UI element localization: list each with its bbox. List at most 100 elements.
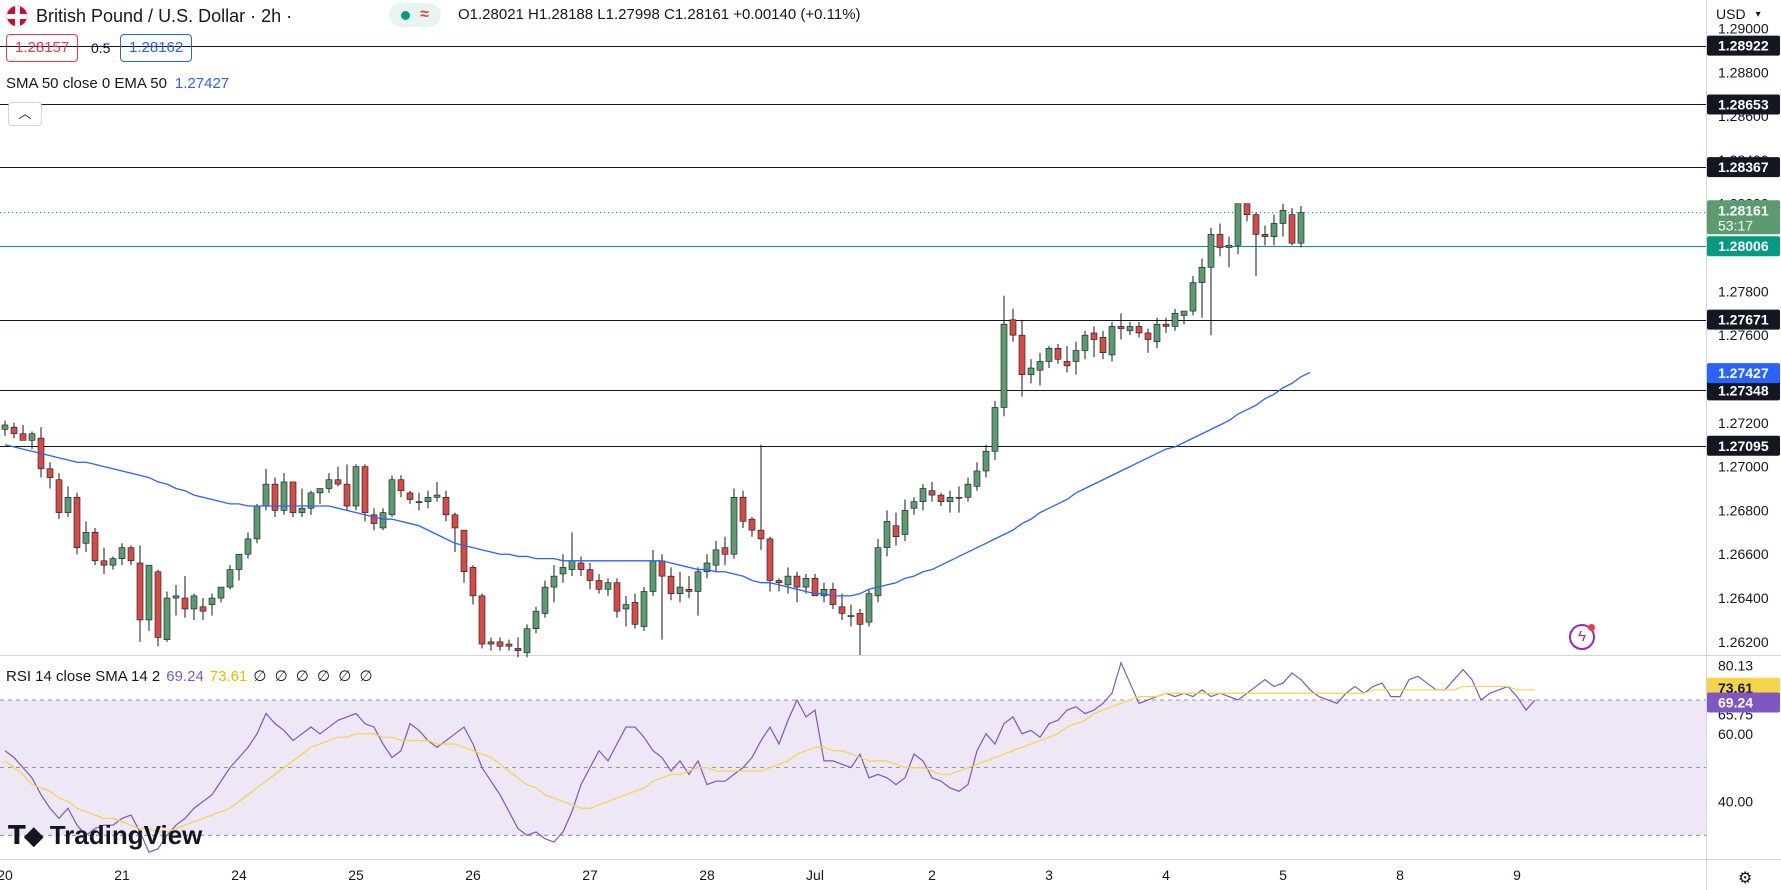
level-price-label: 1.28367: [1718, 159, 1769, 175]
candle-down: [73, 496, 81, 548]
candle-up: [64, 496, 72, 513]
candle-down: [928, 490, 936, 496]
candle-up: [730, 496, 738, 555]
notification-dot: [1588, 624, 1595, 631]
candle-down: [91, 532, 99, 562]
candle-up: [352, 466, 360, 507]
level-price-label: 1.27095: [1718, 438, 1769, 454]
candle-down: [667, 575, 675, 594]
candle-down: [1054, 348, 1062, 360]
sma-legend-value: 1.27427: [174, 75, 230, 92]
candle-up: [676, 586, 684, 594]
candle-up: [388, 479, 396, 516]
candle-up: [1171, 312, 1179, 327]
candle-down: [811, 578, 819, 597]
candle-up: [235, 553, 243, 570]
candle-up: [946, 496, 954, 502]
candle-down: [154, 571, 162, 638]
market-status-pill[interactable]: ≈: [389, 3, 441, 27]
candle-up: [1207, 234, 1215, 268]
candle-down: [361, 466, 369, 513]
price-tick-label: 1.27200: [1718, 415, 1769, 431]
symbol-title[interactable]: British Pound / U.S. Dollar · 2h ·: [6, 5, 292, 27]
candle-up: [1027, 367, 1035, 375]
candle-up: [217, 586, 225, 599]
countdown-label: 53:17: [1718, 217, 1753, 233]
tradingview-logo[interactable]: 𝗧◆ TradingView: [8, 820, 202, 851]
price-tick-label: 1.27000: [1718, 459, 1769, 475]
candle-down: [19, 433, 27, 441]
rsi-empty-values: ∅ ∅ ∅ ∅ ∅ ∅: [253, 668, 375, 685]
candle-up: [298, 507, 306, 513]
settings-gear-icon[interactable]: ⚙: [1738, 870, 1753, 887]
candle-up: [883, 521, 891, 548]
candle-up: [1153, 323, 1161, 343]
candle-up: [1180, 310, 1188, 316]
candle-down: [478, 595, 486, 645]
candle-down: [442, 496, 450, 516]
candle-down: [838, 606, 846, 614]
candle-down: [487, 641, 495, 645]
time-tick-label: 26: [465, 867, 481, 883]
gbp-flag-icon: [6, 5, 28, 27]
candle-up: [802, 578, 810, 588]
level-price-label-bg: [1707, 435, 1780, 456]
candle-down: [1243, 203, 1251, 215]
buy-price-button[interactable]: 1.28162: [120, 34, 193, 62]
candle-down: [46, 468, 54, 478]
price-tick-label: 1.27600: [1718, 327, 1769, 343]
candle-down: [181, 597, 189, 610]
candle-up: [82, 532, 90, 544]
time-tick-label: 24: [231, 867, 247, 883]
candle-up: [964, 483, 972, 498]
sma-legend[interactable]: SMA 50 close 0 EMA 50 1.27427: [6, 75, 229, 92]
price-tick-label: 1.26200: [1718, 634, 1769, 650]
price-tick-label: 1.29000: [1718, 20, 1769, 36]
data-delay-wave-icon: ≈: [420, 6, 429, 23]
lightning-alert-icon[interactable]: ϟ: [1569, 624, 1595, 650]
rsi-price-label: 69.24: [1718, 695, 1753, 711]
candle-down: [460, 529, 468, 573]
candle-down: [1099, 337, 1107, 353]
candle-down: [1162, 323, 1170, 327]
level-price-label-bg: [1707, 94, 1780, 115]
level-price-label-bg: [1707, 380, 1780, 401]
time-tick-label: 21: [114, 867, 130, 883]
time-tick-label: 4: [1162, 867, 1170, 883]
rsi-max-label: 80.13: [1718, 658, 1753, 674]
candle-up: [1072, 350, 1080, 362]
candle-down: [721, 547, 729, 555]
candle-down: [1261, 234, 1269, 237]
candle-up: [28, 433, 36, 441]
rsi-tick-label: 60.00: [1718, 726, 1753, 742]
sma-legend-label: SMA 50 close 0 EMA 50: [6, 75, 167, 92]
rsi-price-label-bg: [1707, 692, 1780, 713]
level-price-label: 1.27671: [1718, 312, 1769, 328]
candle-up: [712, 549, 720, 566]
currency-selector[interactable]: USD ▾: [1716, 6, 1761, 22]
candle-up: [523, 628, 531, 654]
candle-down: [577, 562, 585, 570]
rsi-line: [4, 661, 1536, 853]
candle-down: [496, 641, 504, 647]
tradingview-logo-text: TradingView: [49, 820, 203, 850]
candle-up: [1279, 210, 1287, 224]
candle-up: [1108, 326, 1116, 356]
candle-up: [568, 560, 576, 570]
collapse-legend-button[interactable]: ︿: [8, 102, 42, 126]
candle-down: [1144, 332, 1152, 340]
rsi-legend[interactable]: RSI 14 close SMA 14 2 69.24 73.61 ∅ ∅ ∅ ∅ ∅…: [6, 667, 375, 685]
candle-up: [649, 560, 657, 592]
candle-up: [550, 575, 558, 588]
rsi-legend-label: RSI 14 close SMA 14 2: [6, 668, 161, 685]
candle-up: [1297, 212, 1305, 244]
candle-down: [1090, 332, 1098, 340]
candle-down: [406, 492, 414, 500]
support-price-label-bg: [1707, 236, 1780, 257]
support-price-label: 1.28006: [1718, 238, 1769, 254]
sma-price-label-bg: [1707, 363, 1780, 384]
sell-price-button[interactable]: 1.28157: [6, 34, 79, 62]
level-price-label-bg: [1707, 35, 1780, 56]
candle-down: [505, 643, 513, 647]
